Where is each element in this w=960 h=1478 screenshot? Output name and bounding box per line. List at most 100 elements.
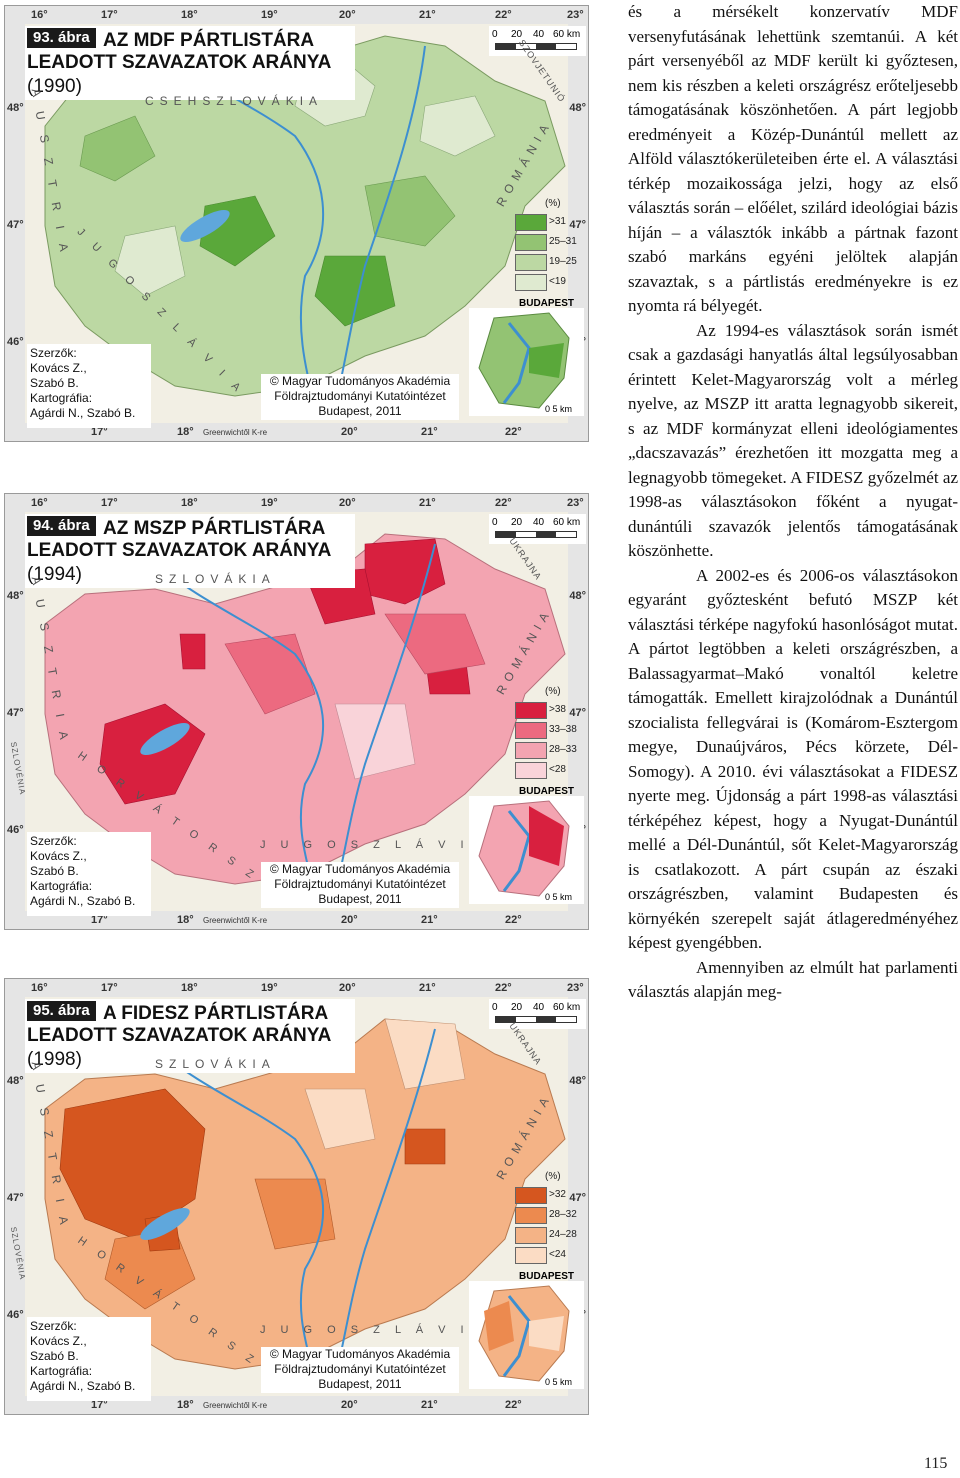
lat-label: 46° (7, 1309, 24, 1321)
map-copyright: © Magyar Tudományos Akadémia Földrajztud… (261, 862, 459, 908)
paragraph: és a mérsékelt konzervatív MDF versenyfu… (628, 2, 958, 315)
legend-label: 28–33 (549, 744, 577, 755)
legend-row: >32 (511, 1185, 583, 1205)
authors-line: Szabó B. (30, 1349, 79, 1363)
legend-label: <28 (549, 764, 566, 775)
budapest-scale: 0 5 km (545, 404, 573, 414)
lon-label: 20° (339, 9, 356, 21)
map-year: (1998) (27, 1049, 82, 1070)
authors-line: Kartográfia: (30, 391, 93, 405)
scale-bar: 0 20 40 60 km (489, 514, 586, 544)
lon-label: 23° (567, 497, 584, 509)
legend-row: 28–32 (511, 1205, 583, 1225)
paragraph: Az 1994-es választások során ismét csak … (628, 320, 958, 561)
copyright-line: Földrajztudományi Kutatóintézet (274, 389, 446, 403)
legend-swatch (515, 702, 547, 719)
authors-line: Kartográfia: (30, 1364, 93, 1378)
legend-label: <19 (549, 276, 566, 287)
paragraph: A 2002-es és 2006-os választásokon egyar… (628, 565, 958, 953)
copyright-line: Földrajztudományi Kutatóintézet (274, 877, 446, 891)
scale-label: 40 (533, 1002, 545, 1013)
legend-row: 33–38 (511, 720, 583, 740)
scale-label: 20 (511, 29, 523, 40)
authors-line: Agárdi N., Szabó B. (30, 1379, 136, 1393)
country-label: CSEHSZLOVÁKIA (145, 94, 324, 108)
lat-label: 48° (569, 102, 586, 114)
lon-label: 18° (181, 497, 198, 509)
lon-label: 20° (341, 426, 358, 438)
lon-label: 16° (31, 982, 48, 994)
scale-bar: 0 20 40 60 km (489, 26, 586, 56)
budapest-inset-map (478, 312, 570, 409)
legend-row: <24 (511, 1245, 583, 1265)
map-title-box: 93. ábra AZ MDF PÁRTLISTÁRA LEADOTT SZAV… (25, 26, 355, 100)
scale-bar-graphic (495, 1016, 577, 1023)
legend-swatch (515, 214, 547, 231)
budapest-scale: 0 5 km (545, 892, 573, 902)
legend-swatch (515, 1227, 547, 1244)
budapest-inset (469, 308, 584, 416)
lon-label: 17° (91, 1399, 108, 1411)
lat-label: 48° (7, 1075, 24, 1087)
scale-label: 60 km (553, 1002, 581, 1013)
lat-label: 47° (569, 1192, 586, 1204)
budapest-inset (469, 796, 584, 904)
budapest-inset-map (478, 1285, 570, 1382)
lon-label: 21° (419, 9, 436, 21)
lat-label: 48° (569, 590, 586, 602)
lon-label: 22° (495, 9, 512, 21)
legend-label: >38 (549, 704, 566, 715)
authors-line: Szerzők: (30, 346, 77, 360)
legend-swatch (515, 762, 547, 779)
lon-label: 22° (505, 426, 522, 438)
authors-line: Agárdi N., Szabó B. (30, 406, 136, 420)
legend-label: 28–32 (549, 1209, 577, 1220)
legend-row: <28 (511, 760, 583, 780)
authors-line: Kovács Z., (30, 1334, 87, 1348)
lon-label: 21° (421, 914, 438, 926)
lon-label: Greenwichtől K-re (203, 1401, 268, 1410)
legend-unit: (%) (545, 686, 561, 697)
legend-swatch (515, 742, 547, 759)
lon-label: 17° (101, 982, 118, 994)
legend-row: 25–31 (511, 232, 583, 252)
latitude-frame-left: 48° 47° 46° (5, 24, 25, 423)
legend-label: 24–28 (549, 1229, 577, 1240)
lon-label: 23° (567, 982, 584, 994)
lon-label: 18° (181, 982, 198, 994)
lon-label: 20° (339, 982, 356, 994)
map-title-line1: A FIDESZ PÁRTLISTÁRA (103, 1003, 329, 1024)
lon-label: 16° (31, 9, 48, 21)
page-number: 115 (924, 1455, 948, 1472)
scale-label: 0 (492, 517, 498, 528)
lat-label: 47° (7, 219, 24, 231)
legend-row: >31 (511, 212, 583, 232)
lat-label: 47° (7, 1192, 24, 1204)
lon-label: 17° (91, 426, 108, 438)
lon-label: 22° (505, 914, 522, 926)
lon-label: 19° (261, 982, 278, 994)
budapest-inset-title: BUDAPEST (519, 298, 575, 309)
budapest-inset-title: BUDAPEST (519, 786, 575, 797)
scale-bar-graphic (495, 531, 577, 538)
body-text-column: és a mérsékelt konzervatív MDF versenyfu… (628, 0, 958, 1005)
scale-label: 60 km (553, 517, 581, 528)
lat-label: 48° (569, 1075, 586, 1087)
lon-label: 22° (495, 497, 512, 509)
map-authors: Szerzők: Kovács Z., Szabó B. Kartográfia… (27, 1317, 151, 1401)
lat-label: 47° (569, 219, 586, 231)
figure-number: 94. ábra (27, 516, 96, 536)
scale-label: 40 (533, 517, 545, 528)
lon-label: 23° (567, 9, 584, 21)
authors-line: Kovács Z., (30, 849, 87, 863)
country-label: SZLOVÁKIA (155, 1057, 276, 1071)
authors-line: Szabó B. (30, 864, 79, 878)
copyright-line: © Magyar Tudományos Akadémia (269, 374, 451, 388)
lon-label: 19° (261, 497, 278, 509)
country-label: J U G O S Z L Á V I A (260, 1324, 492, 1336)
lon-label: 18° (177, 1399, 194, 1411)
authors-line: Szerzők: (30, 834, 77, 848)
scale-label: 60 km (553, 29, 581, 40)
copyright-line: Budapest, 2011 (318, 1377, 402, 1391)
paragraph: Amennyiben az elmúlt hat parlamenti vála… (628, 957, 958, 1002)
